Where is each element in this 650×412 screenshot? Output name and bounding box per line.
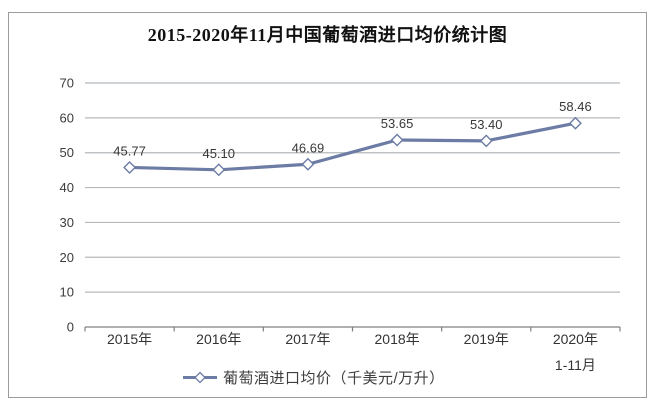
y-tick-label: 10 (60, 285, 74, 300)
data-label: 53.40 (470, 117, 503, 132)
data-point-marker (390, 133, 404, 147)
data-point-marker (301, 157, 315, 171)
x-tick-label: 2016年 (196, 331, 241, 347)
x-tick-label: 2019年 (464, 331, 509, 347)
legend: 葡萄酒进口均价（千美元/万升） (182, 367, 445, 388)
data-label: 45.10 (202, 146, 235, 161)
chart-title: 2015-2020年11月中国葡萄酒进口均价统计图 (147, 25, 508, 45)
data-point-marker (568, 116, 582, 130)
y-tick-label: 70 (60, 76, 74, 91)
price-line (129, 121, 576, 172)
x-sub-label: 1-11月 (555, 357, 596, 373)
x-tick-label: 2015年 (107, 331, 152, 347)
data-point-marker (479, 134, 493, 148)
x-tick-label: 2017年 (285, 331, 330, 347)
y-tick-label: 50 (60, 145, 74, 160)
data-label: 53.65 (381, 116, 414, 131)
data-label: 45.77 (113, 143, 146, 158)
y-tick-label: 30 (60, 215, 74, 230)
data-point-marker (123, 160, 137, 174)
data-label: 46.69 (292, 140, 325, 155)
x-tick-label: 2018年 (375, 331, 420, 347)
y-tick-label: 40 (60, 180, 74, 195)
data-point-marker (212, 163, 226, 177)
y-tick-label: 0 (67, 320, 74, 335)
x-tick-label: 2020年 (553, 331, 598, 347)
legend-line-marker-icon (183, 371, 217, 384)
chart-border-frame (8, 12, 647, 398)
y-tick-label: 60 (60, 110, 74, 125)
y-tick-label: 20 (60, 250, 74, 265)
legend-series-label: 葡萄酒进口均价（千美元/万升） (223, 370, 445, 387)
data-label: 58.46 (559, 99, 592, 114)
